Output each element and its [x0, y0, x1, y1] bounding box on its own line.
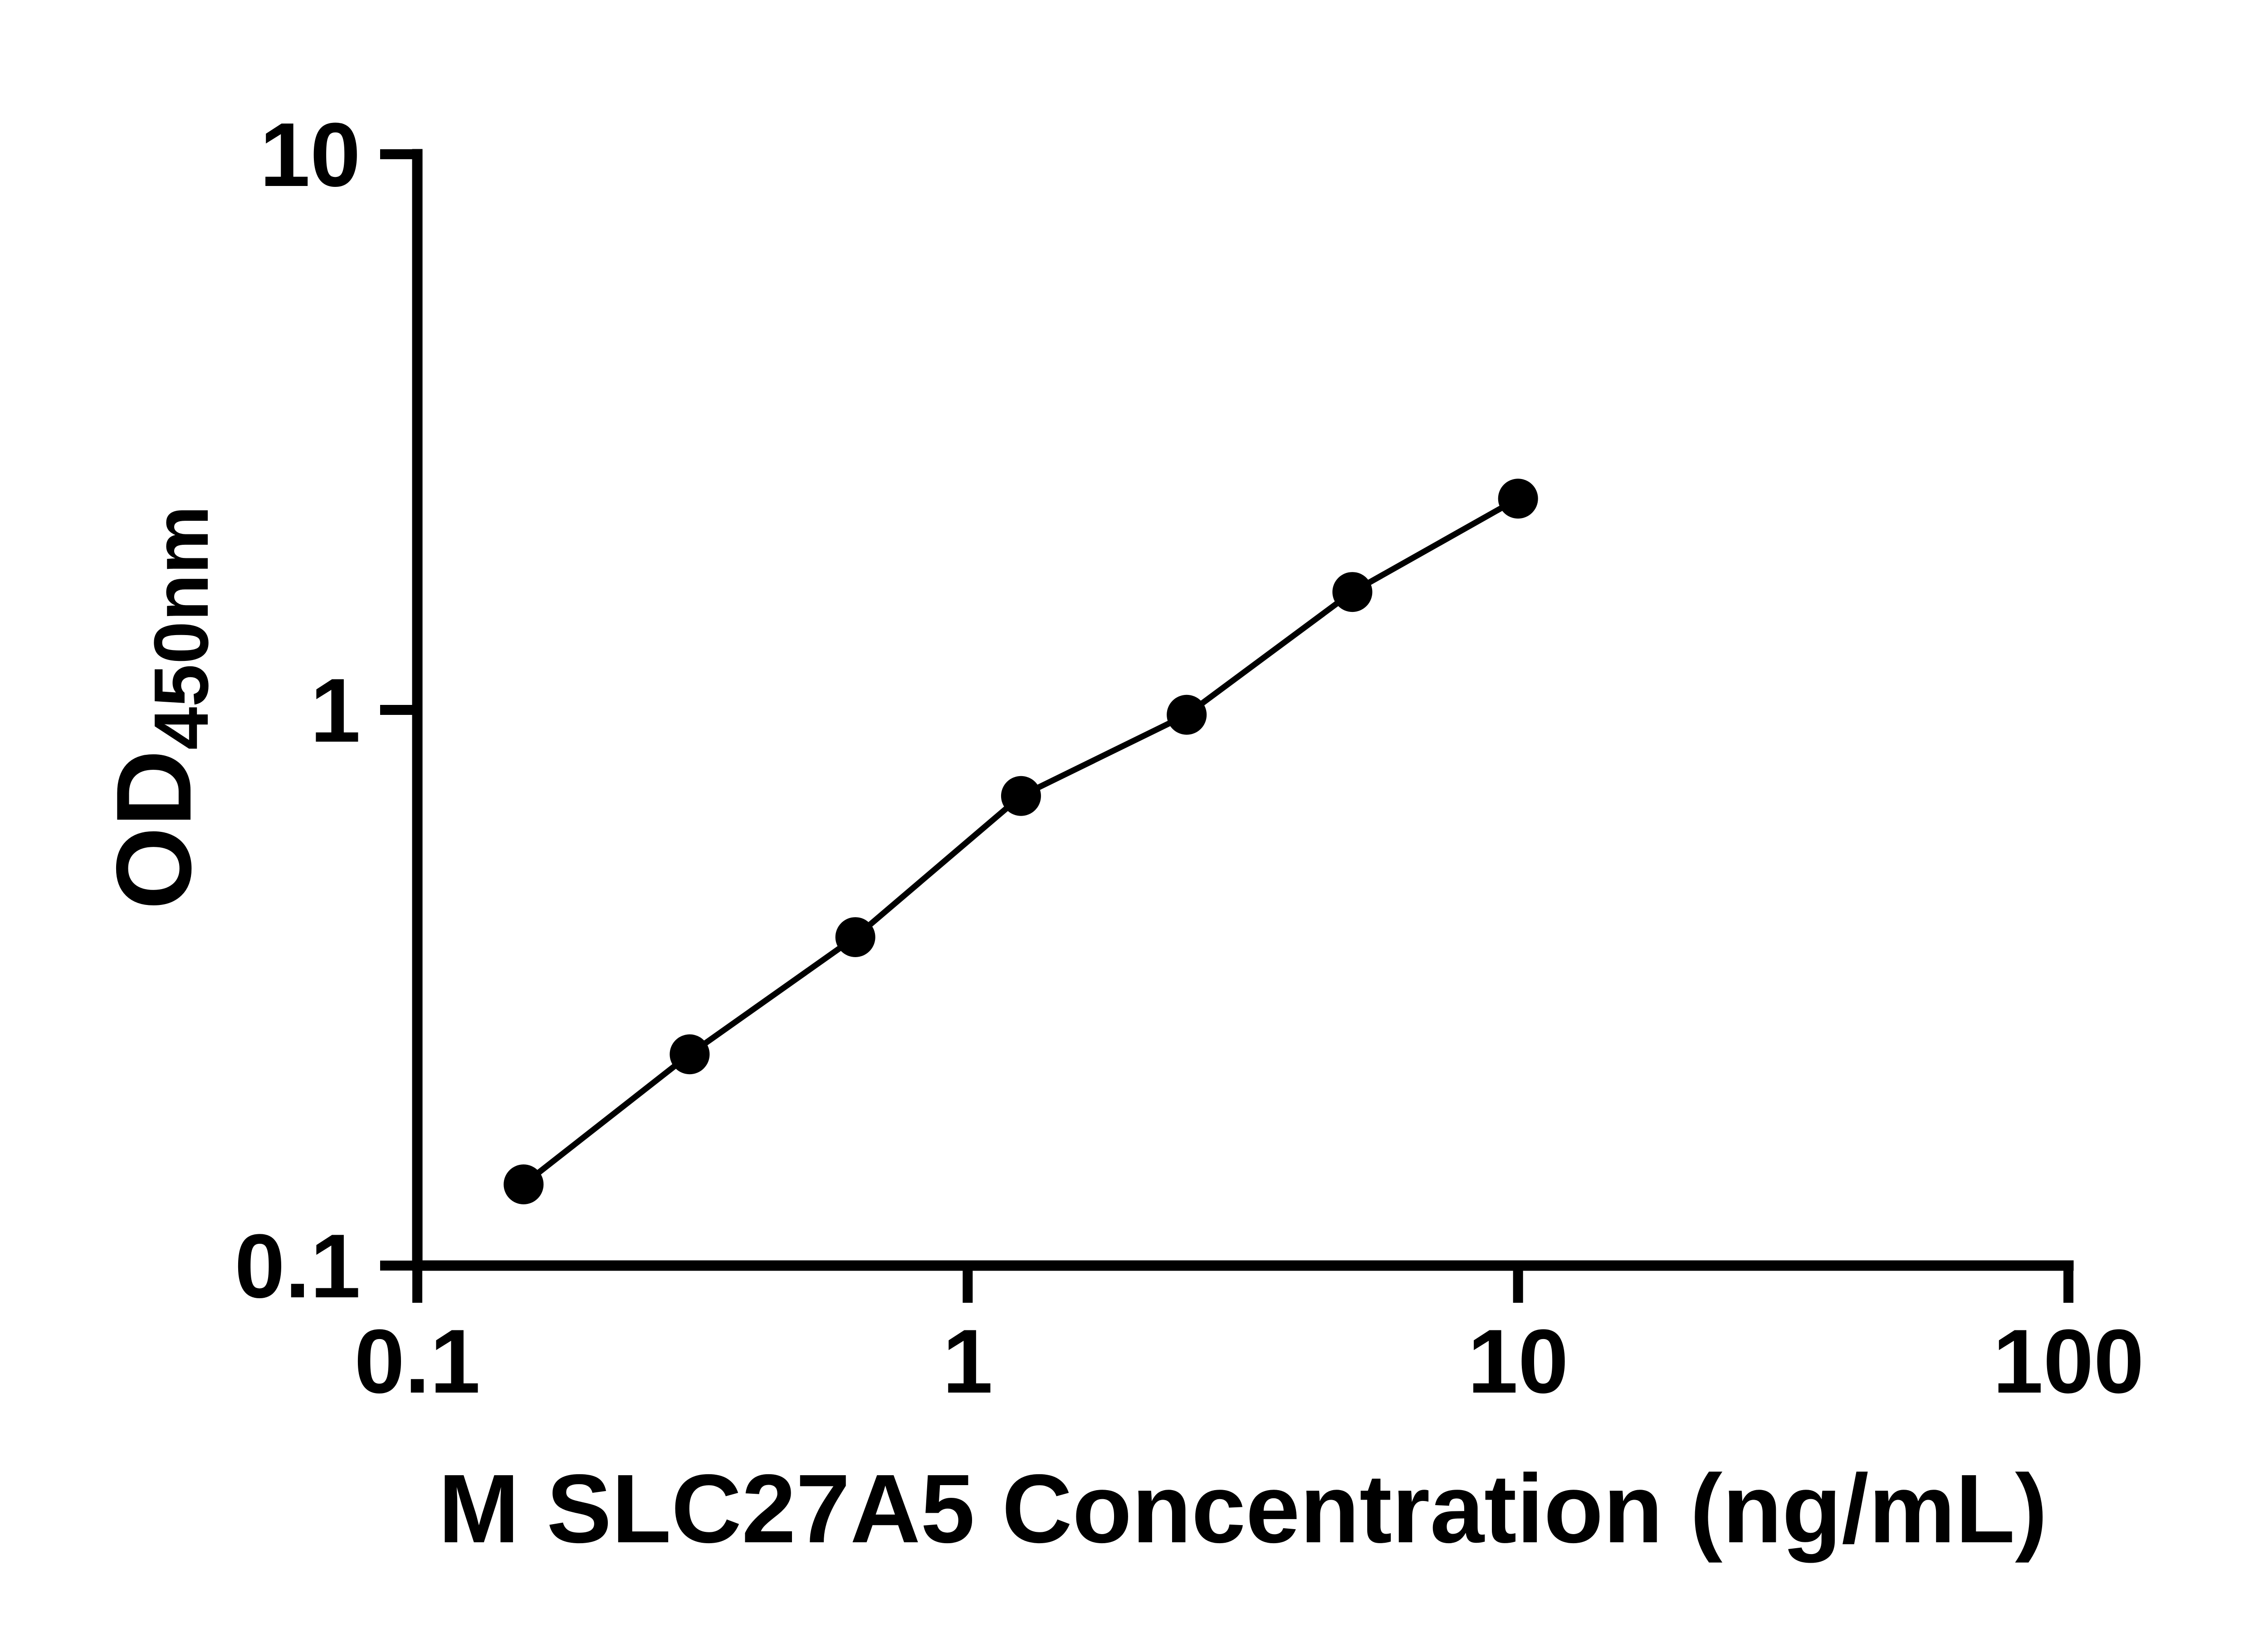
data-point — [1498, 479, 1538, 519]
x-tick-label: 0.1 — [354, 1311, 480, 1412]
x-tick-label: 1 — [943, 1311, 993, 1412]
data-point — [835, 917, 875, 957]
data-point — [1332, 572, 1373, 612]
y-tick-label: 1 — [310, 660, 361, 761]
x-tick-label: 10 — [1467, 1311, 1568, 1412]
y-axis-title: OD450nm — [94, 505, 225, 909]
data-point — [1001, 776, 1041, 816]
plot-layer: 0.1 1 10 100 0.1 1 10 — [235, 104, 2144, 1412]
data-point — [503, 1164, 544, 1204]
axes-spine — [412, 149, 2074, 1271]
y-axis-title-main: OD — [94, 750, 213, 910]
y-tick-label: 10 — [260, 104, 361, 205]
x-axis-title: M SLC27A5 Concentration (ng/mL) — [438, 1454, 2048, 1563]
data-point — [1167, 694, 1207, 735]
y-tick-label: 0.1 — [235, 1216, 361, 1317]
y-axis-title-sub: 450nm — [138, 505, 225, 750]
data-point — [670, 1034, 710, 1075]
x-tick-label: 100 — [1993, 1311, 2144, 1412]
